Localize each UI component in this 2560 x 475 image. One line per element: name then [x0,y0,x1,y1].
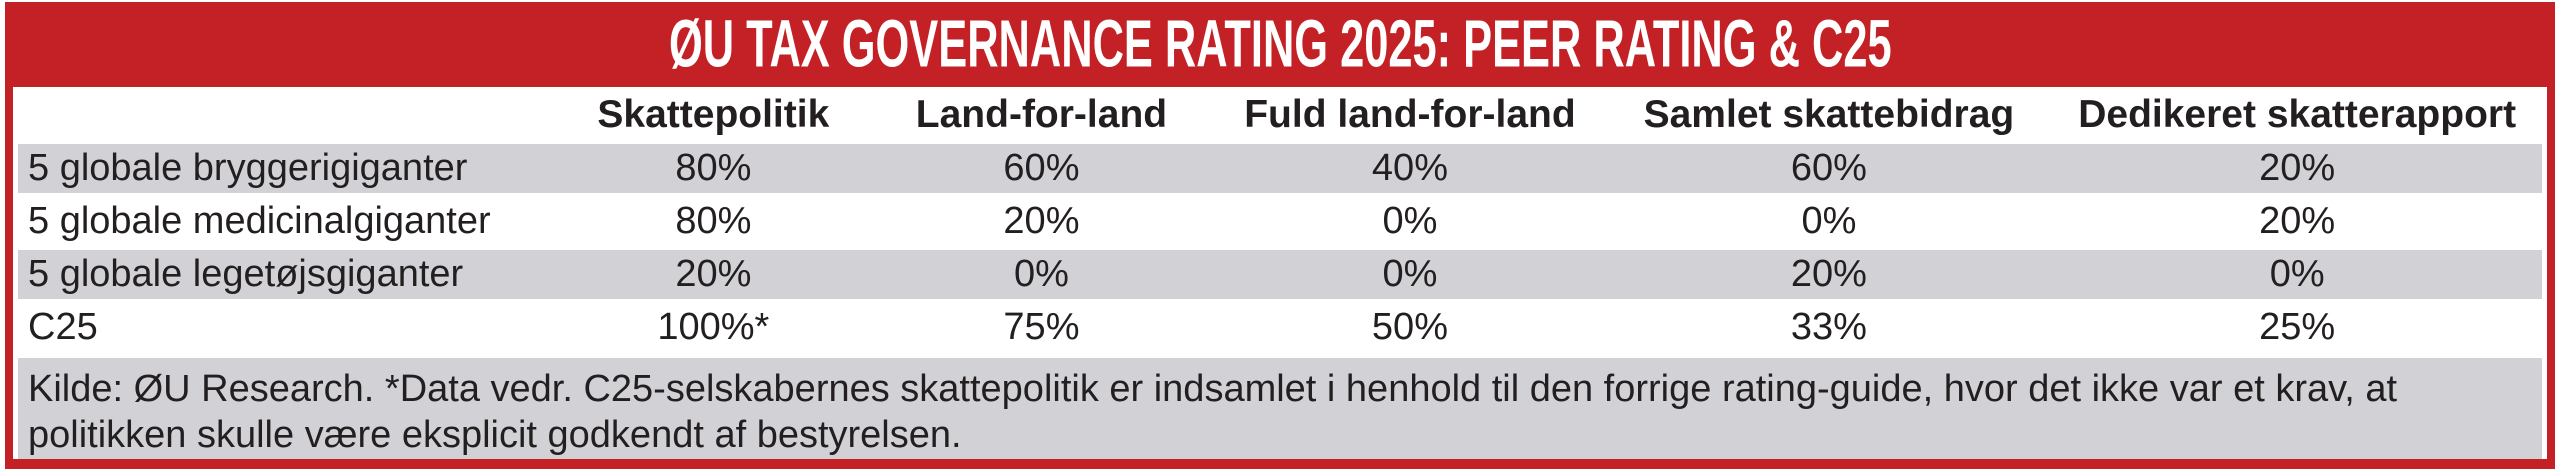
table-row-legetojsgiganter: 5 globale legetøjsgiganter 20% 0% 0% 20%… [18,248,2542,301]
column-header-samlet-skattebidrag: Samlet skattebidrag [1643,93,2015,136]
cell-value: 0% [1801,200,1857,242]
cell-value: 75% [1003,306,1080,348]
row-label: C25 [28,306,98,348]
cell-value: 60% [1790,147,1867,189]
red-frame: ØU TAX GOVERNANCE RATING 2025: PEER RATI… [5,2,2555,469]
cell-value: 20% [2259,147,2336,189]
cell-value: 20% [2259,200,2336,242]
table-row-bryggerigiganter: 5 globale bryggerigiganter 80% 60% 40% 6… [18,142,2542,195]
figure-title: ØU TAX GOVERNANCE RATING 2025: PEER RATI… [668,7,1892,82]
cell-value: 100%* [657,306,770,348]
cell-value: 25% [2259,306,2336,348]
cell-value: 80% [675,147,752,189]
cell-value: 0% [2269,253,2325,295]
column-header-dedikeret-skatterapport: Dedikeret skatterapport [2078,93,2517,136]
cell-value: 20% [1790,253,1867,295]
cell-value: 50% [1371,306,1448,348]
cell-value: 0% [1013,253,1069,295]
cell-value: 0% [1382,253,1438,295]
cell-value: 60% [1003,147,1080,189]
column-header-fuld-land-for-land: Fuld land-for-land [1244,93,1576,136]
column-header-blank [18,90,558,142]
column-header-land-for-land: Land-for-land [915,93,1168,136]
row-label: 5 globale legetøjsgiganter [28,253,464,295]
cell-value: 0% [1382,200,1438,242]
table-area: Skattepolitik Land-for-land Fuld land-fo… [13,87,2547,459]
source-footnote: Kilde: ØU Research. *Data vedr. C25-sels… [18,358,2542,459]
cell-value: 80% [675,200,752,242]
header-row: Skattepolitik Land-for-land Fuld land-fo… [18,90,2542,142]
row-label: 5 globale medicinalgiganter [28,200,491,242]
column-header-skattepolitik: Skattepolitik [597,93,830,136]
cell-value: 33% [1790,306,1867,348]
cell-value: 40% [1371,147,1448,189]
row-label: 5 globale bryggerigiganter [28,147,468,189]
cell-value: 20% [675,253,752,295]
title-band: ØU TAX GOVERNANCE RATING 2025: PEER RATI… [5,2,2555,87]
table-row-c25: C25 100%* 75% 50% 33% 25% [18,301,2542,354]
cell-value: 20% [1003,200,1080,242]
rating-table: Skattepolitik Land-for-land Fuld land-fo… [18,90,2542,356]
table-row-medicinalgiganter: 5 globale medicinalgiganter 80% 20% 0% 0… [18,195,2542,248]
